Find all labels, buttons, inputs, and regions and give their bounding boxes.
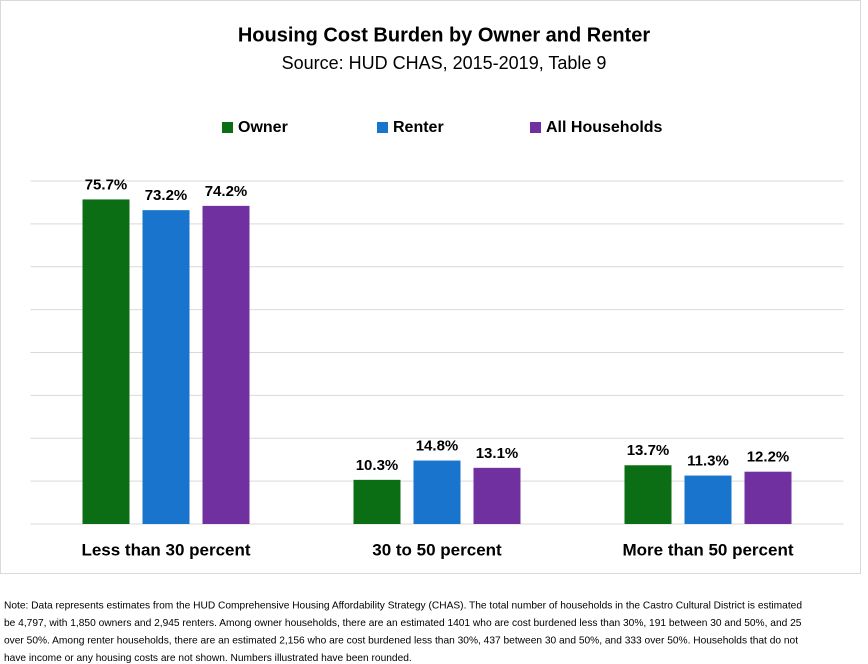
bar xyxy=(202,205,250,524)
legend-label: All Households xyxy=(546,119,663,136)
note-line: over 50%. Among renter households, there… xyxy=(4,636,798,647)
bar xyxy=(413,460,461,524)
x-tick-label: More than 50 percent xyxy=(623,540,794,559)
value-label: 13.1% xyxy=(476,445,519,462)
chart-subtitle: Source: HUD CHAS, 2015-2019, Table 9 xyxy=(282,53,607,73)
value-label: 74.2% xyxy=(205,183,248,200)
legend-label: Renter xyxy=(393,119,444,136)
legend-swatch xyxy=(377,122,388,133)
bar xyxy=(142,210,190,524)
chart-title: Housing Cost Burden by Owner and Renter xyxy=(238,24,650,46)
note-line: have income or any housing costs are not… xyxy=(4,653,412,664)
value-label: 75.7% xyxy=(85,176,128,193)
note-line: Note: Data represents estimates from the… xyxy=(4,601,802,612)
bar xyxy=(82,199,130,524)
bar xyxy=(744,471,792,524)
value-label: 73.2% xyxy=(145,187,188,204)
value-label: 11.3% xyxy=(687,453,729,470)
legend-swatch xyxy=(222,122,233,133)
bar xyxy=(624,465,672,524)
bar xyxy=(353,479,401,524)
note-line: be 4,797, with 1,850 owners and 2,945 re… xyxy=(4,618,802,629)
value-label: 14.8% xyxy=(416,438,459,455)
legend-swatch xyxy=(530,122,541,133)
x-tick-label: 30 to 50 percent xyxy=(372,540,502,559)
value-label: 12.2% xyxy=(747,449,790,466)
value-label: 13.7% xyxy=(627,442,670,459)
x-tick-label: Less than 30 percent xyxy=(81,540,250,559)
bar xyxy=(684,475,732,524)
bar xyxy=(473,467,521,524)
value-label: 10.3% xyxy=(356,457,399,474)
legend-label: Owner xyxy=(238,119,288,136)
